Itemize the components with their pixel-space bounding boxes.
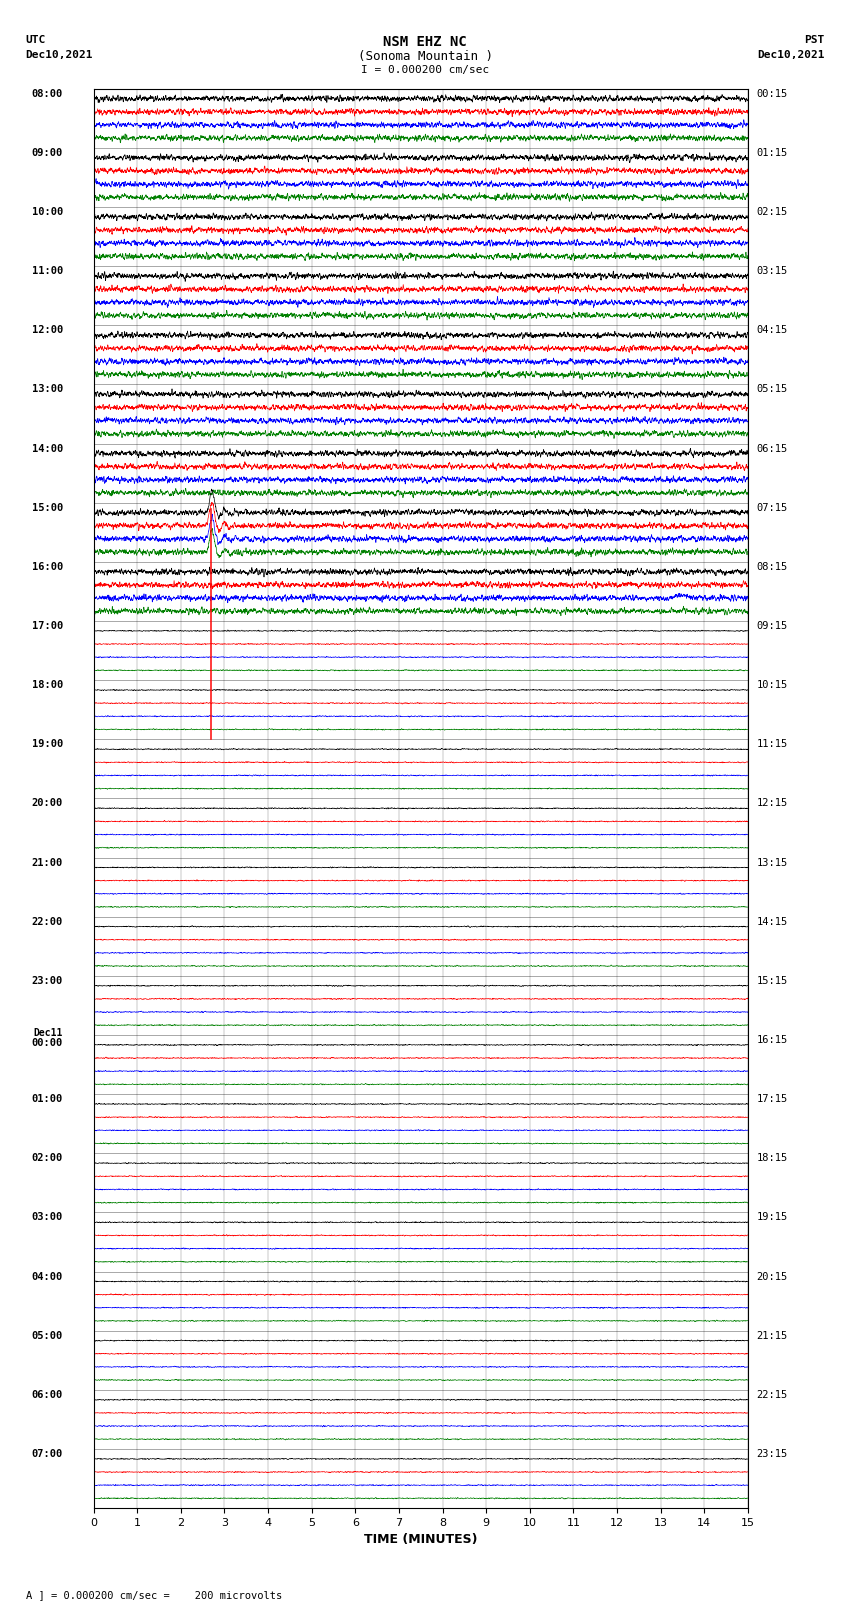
Text: PST: PST — [804, 35, 824, 45]
Text: 17:15: 17:15 — [756, 1094, 788, 1105]
Text: 20:15: 20:15 — [756, 1271, 788, 1282]
Text: 18:15: 18:15 — [756, 1153, 788, 1163]
Text: 06:15: 06:15 — [756, 444, 788, 453]
Text: 10:15: 10:15 — [756, 681, 788, 690]
Text: 17:00: 17:00 — [31, 621, 63, 631]
Text: 09:15: 09:15 — [756, 621, 788, 631]
Text: NSM EHZ NC: NSM EHZ NC — [383, 35, 467, 50]
Text: 15:15: 15:15 — [756, 976, 788, 986]
Text: 19:00: 19:00 — [31, 739, 63, 750]
Text: 07:00: 07:00 — [31, 1448, 63, 1460]
Text: 05:00: 05:00 — [31, 1331, 63, 1340]
Text: Dec10,2021: Dec10,2021 — [26, 50, 93, 60]
Text: UTC: UTC — [26, 35, 46, 45]
Text: A ] = 0.000200 cm/sec =    200 microvolts: A ] = 0.000200 cm/sec = 200 microvolts — [26, 1590, 281, 1600]
Text: I = 0.000200 cm/sec: I = 0.000200 cm/sec — [361, 65, 489, 74]
Text: 16:00: 16:00 — [31, 561, 63, 573]
Text: 04:00: 04:00 — [31, 1271, 63, 1282]
Text: 12:15: 12:15 — [756, 798, 788, 808]
Text: 20:00: 20:00 — [31, 798, 63, 808]
Text: 10:00: 10:00 — [31, 206, 63, 218]
Text: 02:15: 02:15 — [756, 206, 788, 218]
Text: 09:00: 09:00 — [31, 148, 63, 158]
Text: 03:15: 03:15 — [756, 266, 788, 276]
Text: 01:15: 01:15 — [756, 148, 788, 158]
Text: 16:15: 16:15 — [756, 1036, 788, 1045]
Text: 19:15: 19:15 — [756, 1213, 788, 1223]
Text: 23:00: 23:00 — [31, 976, 63, 986]
Text: 14:15: 14:15 — [756, 916, 788, 927]
Text: 05:15: 05:15 — [756, 384, 788, 395]
Text: 13:00: 13:00 — [31, 384, 63, 395]
X-axis label: TIME (MINUTES): TIME (MINUTES) — [364, 1534, 478, 1547]
Text: 13:15: 13:15 — [756, 858, 788, 868]
Text: 22:15: 22:15 — [756, 1390, 788, 1400]
Text: 23:15: 23:15 — [756, 1448, 788, 1460]
Text: 15:00: 15:00 — [31, 503, 63, 513]
Text: 01:00: 01:00 — [31, 1094, 63, 1105]
Text: 21:00: 21:00 — [31, 858, 63, 868]
Text: 08:00: 08:00 — [31, 89, 63, 98]
Text: Dec11: Dec11 — [34, 1027, 63, 1039]
Text: 03:00: 03:00 — [31, 1213, 63, 1223]
Text: 07:15: 07:15 — [756, 503, 788, 513]
Text: 08:15: 08:15 — [756, 561, 788, 573]
Text: Dec10,2021: Dec10,2021 — [757, 50, 824, 60]
Text: 12:00: 12:00 — [31, 326, 63, 336]
Text: 14:00: 14:00 — [31, 444, 63, 453]
Text: 06:00: 06:00 — [31, 1390, 63, 1400]
Text: 00:00: 00:00 — [31, 1039, 63, 1048]
Text: 21:15: 21:15 — [756, 1331, 788, 1340]
Text: 11:15: 11:15 — [756, 739, 788, 750]
Text: 02:00: 02:00 — [31, 1153, 63, 1163]
Text: 22:00: 22:00 — [31, 916, 63, 927]
Text: 11:00: 11:00 — [31, 266, 63, 276]
Text: 04:15: 04:15 — [756, 326, 788, 336]
Text: 00:15: 00:15 — [756, 89, 788, 98]
Text: 18:00: 18:00 — [31, 681, 63, 690]
Text: (Sonoma Mountain ): (Sonoma Mountain ) — [358, 50, 492, 63]
